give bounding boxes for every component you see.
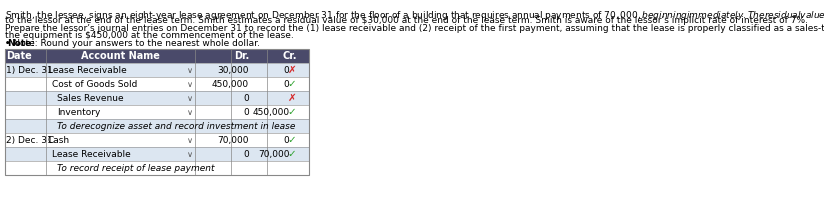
Text: 0: 0 bbox=[243, 93, 249, 103]
Text: 2) Dec. 31: 2) Dec. 31 bbox=[6, 136, 53, 144]
Text: ∨: ∨ bbox=[187, 108, 193, 116]
Text: ✓: ✓ bbox=[288, 107, 297, 117]
Text: ✗: ✗ bbox=[288, 93, 297, 103]
Text: 0: 0 bbox=[243, 108, 249, 116]
Text: Lease Receivable: Lease Receivable bbox=[48, 65, 126, 75]
Text: Cr.: Cr. bbox=[282, 51, 297, 61]
Text: Cost of Goods Sold: Cost of Goods Sold bbox=[53, 80, 138, 88]
FancyBboxPatch shape bbox=[5, 119, 308, 133]
Text: ✓: ✓ bbox=[288, 79, 297, 89]
Text: 0: 0 bbox=[243, 149, 249, 159]
Text: Cash: Cash bbox=[48, 136, 70, 144]
Text: ∨: ∨ bbox=[187, 80, 193, 88]
Text: 30,000: 30,000 bbox=[218, 65, 249, 75]
Text: Date: Date bbox=[6, 51, 31, 61]
FancyBboxPatch shape bbox=[5, 91, 308, 105]
FancyBboxPatch shape bbox=[5, 161, 308, 175]
Text: Inventory: Inventory bbox=[57, 108, 101, 116]
Text: the equipment is $450,000 at the commencement of the lease.: the equipment is $450,000 at the commenc… bbox=[5, 31, 293, 40]
Text: ∨: ∨ bbox=[187, 93, 193, 103]
Text: Account Name: Account Name bbox=[82, 51, 161, 61]
Text: 70,000: 70,000 bbox=[258, 149, 289, 159]
Text: 70,000: 70,000 bbox=[218, 136, 249, 144]
Text: 0: 0 bbox=[283, 65, 289, 75]
Text: ✓: ✓ bbox=[288, 149, 297, 159]
Text: 0: 0 bbox=[283, 80, 289, 88]
Text: Sales Revenue: Sales Revenue bbox=[57, 93, 124, 103]
Text: 0: 0 bbox=[283, 136, 289, 144]
Text: To record receipt of lease payment: To record receipt of lease payment bbox=[57, 164, 215, 172]
Text: Smith, the lessee, signs an eight-year lease agreement on December 31 for the fl: Smith, the lessee, signs an eight-year l… bbox=[5, 9, 824, 22]
Text: Lease Receivable: Lease Receivable bbox=[53, 149, 131, 159]
Text: 1) Dec. 31: 1) Dec. 31 bbox=[6, 65, 53, 75]
Text: ∨: ∨ bbox=[187, 136, 193, 144]
Text: Prepare the lessor’s journal entries on December 31 to record the (1) lease rece: Prepare the lessor’s journal entries on … bbox=[5, 24, 824, 33]
Text: • Note: Round your answers to the nearest whole dollar.: • Note: Round your answers to the neares… bbox=[5, 39, 260, 48]
Text: 450,000: 450,000 bbox=[252, 108, 289, 116]
Text: •: • bbox=[5, 39, 13, 48]
Text: Note:: Note: bbox=[7, 39, 35, 48]
FancyBboxPatch shape bbox=[5, 147, 308, 161]
FancyBboxPatch shape bbox=[5, 77, 308, 91]
Text: Dr.: Dr. bbox=[234, 51, 249, 61]
FancyBboxPatch shape bbox=[5, 133, 308, 147]
Text: ∨: ∨ bbox=[187, 65, 193, 75]
FancyBboxPatch shape bbox=[5, 49, 308, 63]
Text: ✓: ✓ bbox=[288, 135, 297, 145]
FancyBboxPatch shape bbox=[5, 63, 308, 77]
Text: ∨: ∨ bbox=[187, 149, 193, 159]
Text: 450,000: 450,000 bbox=[212, 80, 249, 88]
Text: to the lessor at the end of the lease term. Smith estimates a residual value of : to the lessor at the end of the lease te… bbox=[5, 16, 808, 25]
Text: To derecognize asset and record investment in lease: To derecognize asset and record investme… bbox=[57, 121, 296, 131]
FancyBboxPatch shape bbox=[5, 105, 308, 119]
Text: ✗: ✗ bbox=[288, 65, 297, 75]
